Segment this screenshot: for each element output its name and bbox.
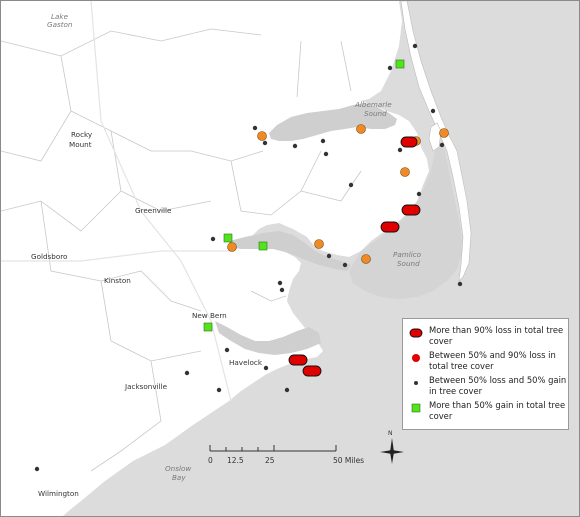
water-label-lake-1: Lake <box>51 12 69 21</box>
site-marker <box>277 280 283 286</box>
site-marker <box>395 59 405 69</box>
compass-icon: N <box>380 430 404 464</box>
water-label-pamlico-2: Sound <box>397 259 420 268</box>
water-label-onslow-2: Bay <box>172 473 186 482</box>
red-capsule-icon <box>409 328 423 338</box>
site-marker <box>348 182 354 188</box>
water-label-pamlico-1: Pamlico <box>393 250 422 259</box>
site-marker <box>361 254 371 264</box>
county-lines <box>1 28 362 472</box>
place-label-havelock: Havelock <box>229 358 263 367</box>
site-marker <box>258 241 268 251</box>
legend-label: Between 50% loss and 50% gain in tree co… <box>429 375 567 396</box>
site-marker <box>302 365 322 377</box>
site-marker <box>323 151 329 157</box>
site-marker <box>320 138 326 144</box>
neuse-river <box>215 321 321 355</box>
scale-bar: 0 12.5 25 50 Miles <box>206 439 376 469</box>
place-label-wilmington: Wilmington <box>38 489 79 498</box>
severe-loss-sites <box>288 136 421 377</box>
site-marker <box>224 347 230 353</box>
pamlico-river <box>229 231 351 271</box>
legend-label: More than 90% loss in total tree cover <box>429 325 564 346</box>
site-marker <box>284 387 290 393</box>
site-marker <box>210 236 216 242</box>
site-marker <box>342 262 348 268</box>
place-label-jacksonville: Jacksonville <box>124 382 168 391</box>
site-marker <box>252 125 258 131</box>
site-marker <box>380 221 400 233</box>
site-marker <box>400 167 410 177</box>
site-marker <box>314 239 324 249</box>
site-marker <box>430 108 436 114</box>
place-label-greenville: Greenville <box>135 206 172 215</box>
north-arrow: N <box>377 426 407 466</box>
site-marker <box>387 65 393 71</box>
site-marker <box>203 322 213 332</box>
site-marker <box>262 140 268 146</box>
pamlico-sound <box>349 141 463 299</box>
site-marker <box>34 466 40 472</box>
legend: More than 90% loss in total tree cover B… <box>402 318 569 430</box>
site-marker <box>184 370 190 376</box>
scale-tick-label: 12.5 <box>227 456 244 465</box>
site-marker <box>292 143 298 149</box>
site-marker <box>257 131 267 141</box>
site-marker <box>439 128 449 138</box>
site-marker <box>356 124 366 134</box>
legend-label: Between 50% and 90% loss in total tree c… <box>429 350 556 371</box>
north-label: N <box>388 430 393 437</box>
gain-sites <box>203 59 405 332</box>
place-label-mount: Mount <box>69 140 92 149</box>
site-marker <box>397 147 403 153</box>
site-marker <box>326 253 332 259</box>
water-label-lake-2: Gaston <box>47 20 73 29</box>
dark-dot-icon <box>414 381 418 385</box>
scale-tick-label: 25 <box>265 456 275 465</box>
site-marker <box>412 43 418 49</box>
neutral-sites <box>34 43 463 472</box>
site-marker <box>416 191 422 197</box>
scale-tick-label: 50 Miles <box>333 456 365 465</box>
water-label-albemarle-2: Sound <box>364 109 387 118</box>
site-marker <box>288 354 308 366</box>
site-marker <box>279 287 285 293</box>
site-marker <box>216 387 222 393</box>
legend-label: More than 50% gain in total tree cover <box>429 400 566 421</box>
scale-tick-label: 0 <box>208 456 213 465</box>
red-circle-icon <box>412 354 420 362</box>
site-marker <box>263 365 269 371</box>
albemarle-sound <box>269 103 397 141</box>
site-marker <box>400 136 418 148</box>
place-label-kinston: Kinston <box>104 276 131 285</box>
water-label-albemarle-1: Albemarle <box>354 100 392 109</box>
place-label-newbern: New Bern <box>192 311 227 320</box>
site-marker <box>227 242 237 252</box>
green-square-icon <box>411 403 421 413</box>
outer-banks <box>400 1 472 282</box>
place-label-goldsboro: Goldsboro <box>31 252 67 261</box>
site-marker <box>439 142 445 148</box>
site-marker <box>401 204 421 216</box>
scale-bar-ruler <box>209 445 337 452</box>
roads <box>1 1 232 402</box>
site-marker <box>223 233 233 243</box>
roanoke-island <box>428 122 442 152</box>
place-label-rocky: Rocky <box>71 130 93 139</box>
site-marker <box>457 281 463 287</box>
water-label-onslow-1: Onslow <box>165 464 191 473</box>
